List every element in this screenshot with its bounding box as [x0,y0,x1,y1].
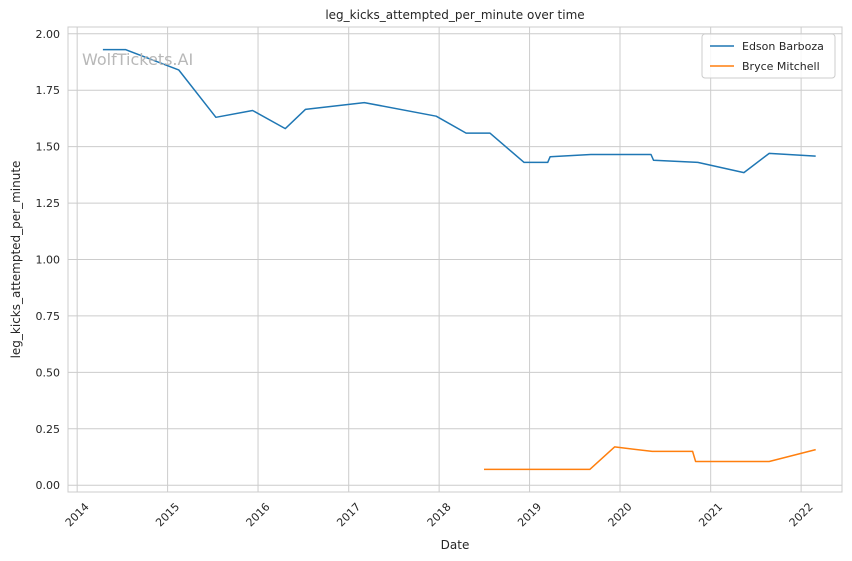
series-line-edson-barboza [102,48,816,174]
y-tick-label: 1.50 [36,141,61,154]
y-tick-label: 1.25 [36,197,61,210]
y-axis-label: leg_kicks_attempted_per_minute [9,161,23,359]
legend: Edson Barboza Bryce Mitchell [701,33,836,79]
x-axis-label: Date [441,538,470,552]
y-tick-label: 2.00 [36,28,61,41]
series-lines [102,48,816,471]
plot-area [67,26,843,493]
gridlines [68,27,842,492]
legend-label: Bryce Mitchell [742,60,820,73]
series-line-bryce-mitchell [484,446,816,471]
y-tick-label: 1.75 [36,84,61,97]
legend-box [701,33,836,79]
y-tick-label: 0.75 [36,310,61,323]
y-tick-label: 0.50 [36,366,61,379]
legend-label: Edson Barboza [742,40,824,53]
y-tick-label: 0.25 [36,423,61,436]
y-tick-label: 0.00 [36,479,61,492]
chart-title: leg_kicks_attempted_per_minute over time [325,8,584,22]
y-tick-label: 1.00 [36,254,61,267]
watermark-text: WolfTickets.AI [82,50,193,69]
